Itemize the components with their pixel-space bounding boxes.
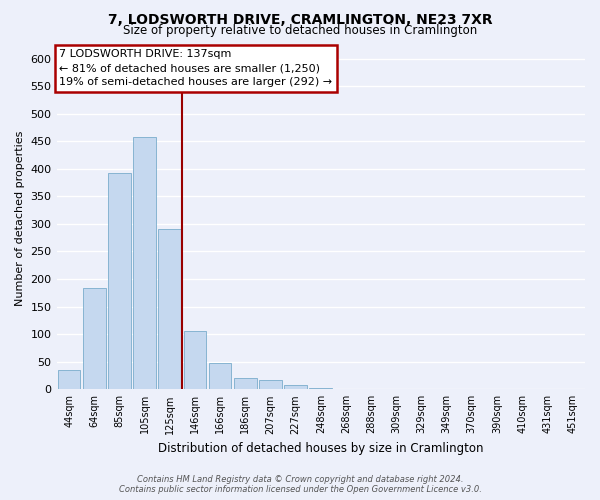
Bar [561, 389, 584, 390]
X-axis label: Distribution of detached houses by size in Cramlington: Distribution of detached houses by size … [158, 442, 484, 455]
Bar [284, 385, 307, 390]
Bar [108, 172, 131, 390]
Bar [259, 380, 282, 390]
Bar [158, 230, 181, 390]
Text: Size of property relative to detached houses in Cramlington: Size of property relative to detached ho… [123, 24, 477, 37]
Y-axis label: Number of detached properties: Number of detached properties [15, 130, 25, 306]
Bar [234, 378, 257, 390]
Bar [335, 389, 357, 390]
Bar [58, 370, 80, 390]
Bar [360, 389, 382, 390]
Bar [184, 332, 206, 390]
Text: Contains HM Land Registry data © Crown copyright and database right 2024.
Contai: Contains HM Land Registry data © Crown c… [119, 474, 481, 494]
Bar [133, 137, 156, 390]
Bar [310, 388, 332, 390]
Text: 7 LODSWORTH DRIVE: 137sqm
← 81% of detached houses are smaller (1,250)
19% of se: 7 LODSWORTH DRIVE: 137sqm ← 81% of detac… [59, 49, 332, 87]
Bar [83, 288, 106, 390]
Bar [209, 363, 232, 390]
Text: 7, LODSWORTH DRIVE, CRAMLINGTON, NE23 7XR: 7, LODSWORTH DRIVE, CRAMLINGTON, NE23 7X… [107, 12, 493, 26]
